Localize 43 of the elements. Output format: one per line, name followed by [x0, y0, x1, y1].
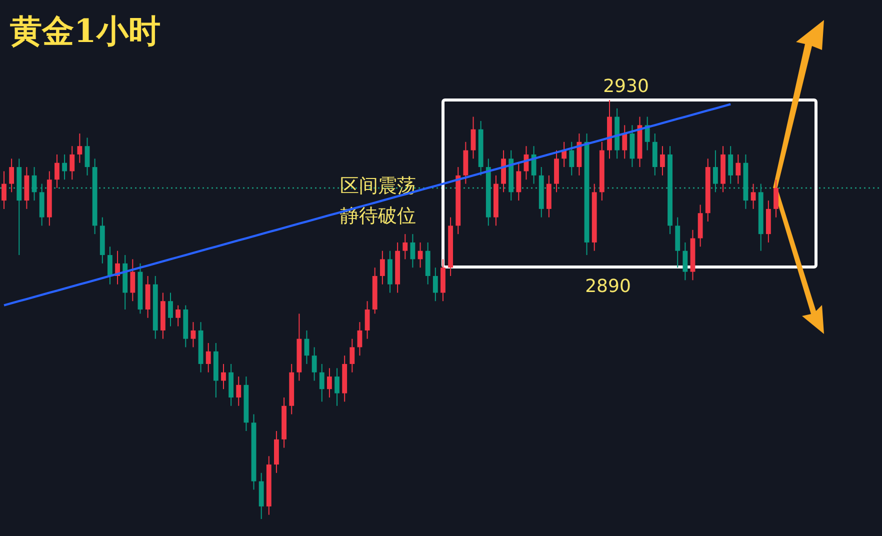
candlestick	[736, 154, 741, 184]
candlestick	[380, 250, 385, 285]
chart-title: 黄金1小时	[10, 12, 160, 50]
candlestick	[2, 170, 6, 210]
candlestick	[682, 242, 688, 281]
candlestick	[70, 146, 75, 180]
candlestick	[304, 330, 310, 364]
candlestick	[32, 166, 37, 202]
candlestick	[432, 267, 438, 302]
candlestick	[350, 338, 355, 373]
candlestick	[319, 363, 324, 402]
candlestick	[402, 234, 408, 260]
candlestick	[774, 179, 778, 218]
candlestick	[221, 363, 226, 390]
candlestick	[516, 162, 522, 202]
candlestick	[108, 246, 112, 285]
candlestick	[77, 133, 82, 164]
candlestick	[62, 154, 68, 180]
candlestick	[9, 158, 14, 193]
candlestick	[728, 146, 734, 184]
candlestick	[326, 368, 332, 398]
candlestick	[312, 346, 317, 382]
text: 2930	[603, 76, 649, 97]
candlestick	[176, 304, 181, 327]
candlestick	[236, 376, 242, 406]
candlestick	[470, 116, 476, 160]
candlestick	[531, 146, 536, 184]
candlestick	[130, 258, 136, 302]
candlestick	[206, 342, 211, 373]
candlestick	[54, 154, 60, 188]
candlestick	[334, 368, 340, 406]
candlestick	[357, 322, 362, 356]
candlestick	[750, 183, 756, 210]
candlestick	[410, 234, 416, 268]
candlestick	[84, 137, 90, 176]
annotation: 2890	[585, 276, 631, 297]
candlestick	[569, 141, 574, 176]
candlestick	[190, 322, 196, 348]
candlestick	[712, 150, 718, 193]
candlestick	[168, 292, 173, 327]
candlestick	[660, 146, 665, 176]
candlestick	[364, 300, 370, 340]
candlestick	[622, 124, 628, 160]
